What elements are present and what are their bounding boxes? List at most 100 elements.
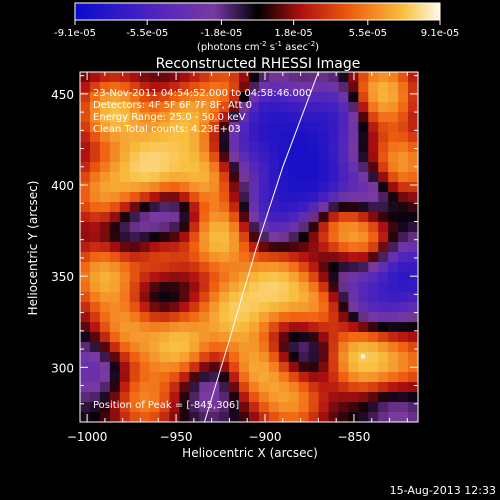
heatmap-cell <box>219 382 230 393</box>
heatmap-cell <box>249 382 260 393</box>
heatmap-cell <box>278 272 290 283</box>
heatmap-cell <box>199 372 210 383</box>
heatmap-cell <box>179 232 190 243</box>
heatmap-cell <box>318 142 330 153</box>
heatmap-cell <box>239 232 250 243</box>
heatmap-cell <box>298 322 310 333</box>
heatmap-cell <box>288 292 300 303</box>
heatmap-cell <box>408 262 418 273</box>
heatmap-cell <box>298 282 310 293</box>
heatmap-cell <box>189 222 200 233</box>
heatmap-cell <box>338 382 350 393</box>
heatmap-cell <box>278 322 290 333</box>
heatmap-cell <box>398 252 409 263</box>
heatmap-cell <box>368 182 379 193</box>
heatmap-cell <box>199 342 210 353</box>
heatmap-cell <box>89 272 101 283</box>
heatmap-cell <box>378 102 389 113</box>
heatmap-cell <box>89 82 101 93</box>
heatmap-cell <box>318 402 330 413</box>
heatmap-cell <box>189 112 200 123</box>
heatmap-cell <box>328 122 340 133</box>
heatmap-cell <box>358 272 369 283</box>
heatmap-cell <box>388 342 399 353</box>
heatmap-cell <box>278 362 290 373</box>
heatmap-cell <box>378 222 389 233</box>
heatmap-cell <box>159 302 171 313</box>
heatmap-cell <box>89 132 101 143</box>
heatmap-cell <box>169 112 181 123</box>
heatmap-cell <box>99 132 111 143</box>
heatmap-cell <box>408 382 418 393</box>
heatmap-cell <box>219 122 230 133</box>
heatmap-cell <box>378 192 389 203</box>
heatmap-cell <box>318 72 330 83</box>
heatmap-cell <box>258 312 270 323</box>
heatmap-cell <box>278 262 290 273</box>
heatmap-cell <box>348 102 359 113</box>
heatmap-cell <box>209 72 220 83</box>
heatmap-cell <box>368 172 379 183</box>
heatmap-cell <box>368 192 379 203</box>
heatmap-cell <box>149 192 161 203</box>
heatmap-cell <box>109 192 121 203</box>
heatmap-cell <box>388 392 399 403</box>
heatmap-cell <box>288 172 300 183</box>
heatmap-cell <box>139 232 151 243</box>
heatmap-cell <box>398 72 409 83</box>
heatmap-cell <box>368 322 379 333</box>
heatmap-cell <box>169 192 181 203</box>
heatmap-cell <box>129 182 141 193</box>
heatmap-cell <box>219 152 230 163</box>
heatmap-cell <box>278 212 290 223</box>
heatmap-cell <box>199 392 210 403</box>
heatmap-cell <box>129 232 141 243</box>
heatmap-cell <box>169 162 181 173</box>
heatmap-cell <box>159 292 171 303</box>
heatmap-cell <box>239 362 250 373</box>
heatmap-cell <box>408 162 418 173</box>
heatmap-cell <box>388 352 399 363</box>
heatmap-cell <box>408 122 418 133</box>
heatmap-cell <box>298 222 310 233</box>
heatmap-cell <box>80 332 91 343</box>
heatmap-cell <box>249 122 260 133</box>
heatmap-cell <box>348 372 359 383</box>
heatmap-cell <box>159 352 171 363</box>
heatmap-cell <box>249 402 260 413</box>
heatmap-cell <box>169 362 181 373</box>
heatmap-cell <box>149 172 161 183</box>
heatmap-cell <box>149 322 161 333</box>
heatmap-cell <box>358 172 369 183</box>
heatmap-cell <box>189 382 200 393</box>
heatmap-cell <box>219 282 230 293</box>
heatmap-cell <box>229 82 240 93</box>
heatmap-cell <box>119 82 131 93</box>
heatmap-cell <box>189 302 200 313</box>
heatmap-cell <box>338 162 350 173</box>
heatmap-cell <box>308 182 320 193</box>
heatmap-cell <box>358 162 369 173</box>
heatmap-cell <box>149 312 161 323</box>
heatmap-cell <box>159 392 171 403</box>
heatmap-cell <box>338 252 350 263</box>
heatmap-cell <box>258 392 270 403</box>
heatmap-cell <box>239 252 250 263</box>
heatmap-cell <box>258 322 270 333</box>
heatmap-cell <box>288 232 300 243</box>
heatmap-cell <box>129 72 141 83</box>
heatmap-cell <box>229 252 240 263</box>
heatmap-cell <box>159 252 171 263</box>
heatmap-cell <box>139 182 151 193</box>
heatmap-cell <box>80 302 91 313</box>
heatmap-cell <box>119 312 131 323</box>
heatmap-cell <box>209 162 220 173</box>
heatmap-cell <box>328 162 340 173</box>
heatmap-cell <box>239 332 250 343</box>
heatmap-cell <box>129 362 141 373</box>
heatmap-cell <box>358 382 369 393</box>
heatmap-cell <box>358 402 369 413</box>
heatmap-cell <box>99 102 111 113</box>
heatmap-cell <box>209 82 220 93</box>
heatmap-cell <box>298 332 310 343</box>
